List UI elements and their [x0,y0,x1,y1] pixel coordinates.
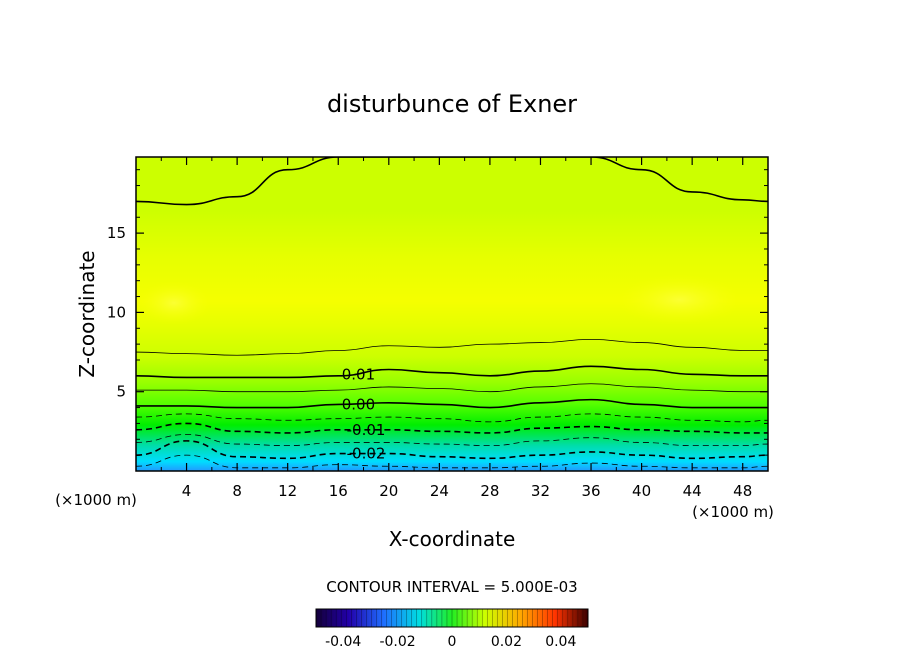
contour-line-1 [136,338,768,356]
x-unit-left: (×1000 m) [55,491,137,509]
colorbar-tick-label-0: -0.04 [325,634,361,650]
x-tick-label-6: 28 [480,482,499,500]
contour-label-2: -0.01 [347,421,386,439]
contour-label-1: 0.00 [342,395,375,413]
colorbar-tick-labels: -0.04 -0.02 0 0.02 0.04 [325,634,576,650]
x-axis-label: X-coordinate [389,527,516,551]
plot-frame [135,156,769,472]
x-tick-label-1: 8 [232,482,242,500]
x-tick-label-9: 40 [632,482,651,500]
contour-line-0 [136,157,768,206]
contour-line-5 [136,413,768,423]
y-axis: 5 10 15 [107,169,768,456]
colorbar: -0.04 -0.02 0 0.02 0.04 [315,608,589,650]
x-tick-label-4: 20 [379,482,398,500]
contour-label-layer: 0.01 0.00 -0.01 -0.02 [342,365,386,462]
x-tick-label-8: 36 [581,482,600,500]
colorbar-tick-label-2: 0 [448,634,457,650]
colorbar-tick-label-4: 0.04 [545,634,576,650]
chart-title: disturbunce of Exner [327,90,577,118]
y-axis-label: Z-coordinate [75,250,99,377]
colorbar-tick-label-1: -0.02 [379,634,415,650]
x-axis: 4 8 12 16 20 24 28 32 36 40 44 48 [160,157,752,500]
plot-area: 0.01 0.00 -0.01 -0.02 [136,157,768,471]
x-tick-label-10: 44 [683,482,702,500]
y-tick-label-0: 5 [116,383,126,401]
x-unit-right: (×1000 m) [692,503,774,521]
contour-line-6 [136,422,768,434]
x-tick-label-11: 48 [733,482,752,500]
x-tick-label-0: 4 [182,482,192,500]
x-tick-label-3: 16 [329,482,348,500]
highlight-1 [616,274,743,326]
highlight-layer [136,274,743,326]
contour-line-7 [136,434,768,447]
contour-label-0: 0.01 [342,365,375,383]
contour-line-3 [136,383,768,393]
colorbar-tick-label-3: 0.02 [491,634,522,650]
y-tick-label-2: 15 [107,224,126,242]
contour-line-4 [136,398,768,409]
contour-line-2 [136,365,768,379]
x-tick-label-7: 32 [531,482,550,500]
colorbar-frame [315,608,589,628]
highlight-0 [136,280,212,326]
x-tick-label-5: 24 [430,482,449,500]
colorbar-divisions [320,609,584,627]
contour-label-3: -0.02 [347,445,386,463]
contour-line-8 [136,440,768,460]
y-tick-label-1: 10 [107,303,126,321]
x-tick-label-2: 12 [278,482,297,500]
contour-interval-label: CONTOUR INTERVAL = 5.000E-03 [326,578,577,596]
